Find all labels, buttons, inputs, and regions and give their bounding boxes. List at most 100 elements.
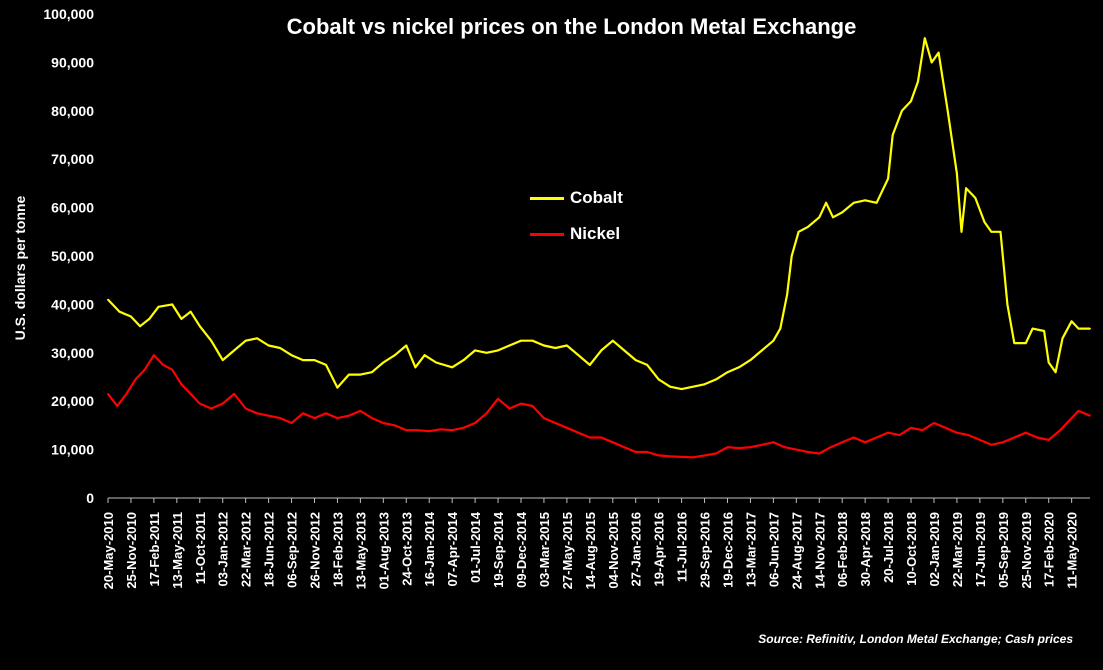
data-point-cobalt <box>726 371 729 374</box>
data-point-cobalt <box>474 349 476 352</box>
data-point-nickel <box>198 402 201 405</box>
data-point-nickel <box>772 441 775 444</box>
data-point-cobalt <box>779 327 782 330</box>
data-point-nickel <box>244 407 247 410</box>
data-point-cobalt <box>543 344 545 347</box>
x-tick-label: 01-Jul-2014 <box>468 511 483 583</box>
data-point-cobalt <box>485 351 488 354</box>
x-tick-label: 20-May-2010 <box>101 512 116 589</box>
y-tick-label: 20,000 <box>51 393 94 409</box>
data-point-cobalt <box>818 216 821 219</box>
data-point-cobalt <box>832 216 834 219</box>
data-point-cobalt <box>414 366 417 369</box>
x-tick-label: 22-Mar-2019 <box>950 512 965 587</box>
data-point-nickel <box>210 407 213 410</box>
data-point-cobalt <box>974 197 977 199</box>
data-point-nickel <box>657 454 660 457</box>
data-point-nickel <box>898 434 901 436</box>
data-point-cobalt <box>148 318 151 320</box>
data-point-cobalt <box>1006 303 1009 306</box>
data-point-nickel <box>359 410 362 412</box>
data-point-cobalt <box>1043 330 1045 332</box>
x-tick-label: 17-Feb-2011 <box>147 512 162 586</box>
data-point-cobalt <box>157 305 160 308</box>
data-point-nickel <box>180 383 183 386</box>
data-point-nickel <box>703 454 706 457</box>
data-point-cobalt <box>371 371 373 374</box>
data-point-nickel <box>290 422 293 424</box>
data-point-cobalt <box>336 386 339 389</box>
data-point-cobalt <box>325 364 327 366</box>
data-point-nickel <box>783 446 786 449</box>
series-line-nickel <box>107 354 1091 459</box>
data-point-nickel <box>577 431 580 434</box>
legend-swatch-cobalt <box>530 197 564 201</box>
data-point-nickel <box>543 417 545 419</box>
data-point-cobalt <box>910 100 912 102</box>
data-point-nickel <box>634 451 637 453</box>
data-point-nickel <box>818 452 821 455</box>
data-point-nickel <box>497 397 499 400</box>
data-point-nickel <box>852 436 855 439</box>
x-tick-label: 13-May-2011 <box>170 512 185 589</box>
data-point-cobalt <box>382 361 385 364</box>
data-point-cobalt <box>825 201 827 204</box>
x-tick-label: 17-Jun-2019 <box>973 512 988 587</box>
data-point-cobalt <box>577 354 580 357</box>
x-tick-label: 17-Feb-2020 <box>1042 512 1057 587</box>
x-tick-label: 05-Sep-2019 <box>996 512 1011 588</box>
data-point-cobalt <box>680 388 683 390</box>
data-point-cobalt <box>960 230 963 233</box>
data-point-nickel <box>1013 436 1016 439</box>
y-tick-label: 50,000 <box>51 248 94 264</box>
x-tick-label: 19-Dec-2016 <box>720 512 735 588</box>
data-point-cobalt <box>646 364 649 366</box>
data-point-nickel <box>143 368 146 371</box>
data-point-nickel <box>125 393 128 395</box>
data-point-nickel <box>1070 417 1073 419</box>
data-point-nickel <box>325 412 327 415</box>
data-point-cobalt <box>937 51 940 54</box>
data-point-nickel <box>233 393 236 395</box>
x-tick-label: 24-Aug-2017 <box>789 512 804 589</box>
y-tick-label: 40,000 <box>51 296 94 312</box>
data-point-cobalt <box>715 378 717 381</box>
data-point-cobalt <box>435 361 437 364</box>
data-point-nickel <box>933 422 935 424</box>
data-point-cobalt <box>198 325 201 328</box>
data-point-cobalt <box>393 354 396 357</box>
data-point-nickel <box>738 447 740 449</box>
data-point-nickel <box>451 429 454 432</box>
data-point-cobalt <box>1061 337 1064 340</box>
x-tick-label: 14-Nov-2017 <box>812 512 827 589</box>
data-point-cobalt <box>956 172 958 175</box>
data-point-cobalt <box>790 255 793 257</box>
data-point-nickel <box>171 368 174 371</box>
y-tick-label: 100,000 <box>43 6 94 22</box>
data-point-cobalt <box>1077 327 1080 330</box>
data-point-cobalt <box>990 230 993 233</box>
data-point-cobalt <box>634 359 637 361</box>
x-tick-label: 03-Mar-2015 <box>537 512 552 587</box>
x-tick-label: 29-Sep-2016 <box>698 512 713 588</box>
data-point-nickel <box>508 407 511 410</box>
data-point-nickel <box>921 429 924 432</box>
data-point-nickel <box>348 414 350 417</box>
x-tick-label: 26-Nov-2012 <box>307 512 322 589</box>
x-tick-label: 06-Jun-2017 <box>766 512 781 587</box>
legend-swatch-nickel <box>530 233 564 237</box>
data-point-nickel <box>256 412 258 415</box>
legend-item-cobalt: Cobalt <box>530 188 623 208</box>
data-point-cobalt <box>703 383 706 386</box>
data-point-cobalt <box>497 349 499 352</box>
data-point-cobalt <box>359 373 362 376</box>
data-point-nickel <box>600 436 603 439</box>
data-point-cobalt <box>657 378 660 381</box>
data-point-cobalt <box>761 349 763 352</box>
x-tick-label: 27-May-2015 <box>560 512 575 589</box>
data-point-cobalt <box>923 37 926 40</box>
x-tick-label: 19-Sep-2014 <box>491 511 506 588</box>
data-point-cobalt <box>107 298 109 301</box>
x-tick-label: 30-Apr-2018 <box>858 512 873 586</box>
data-point-nickel <box>153 354 155 357</box>
